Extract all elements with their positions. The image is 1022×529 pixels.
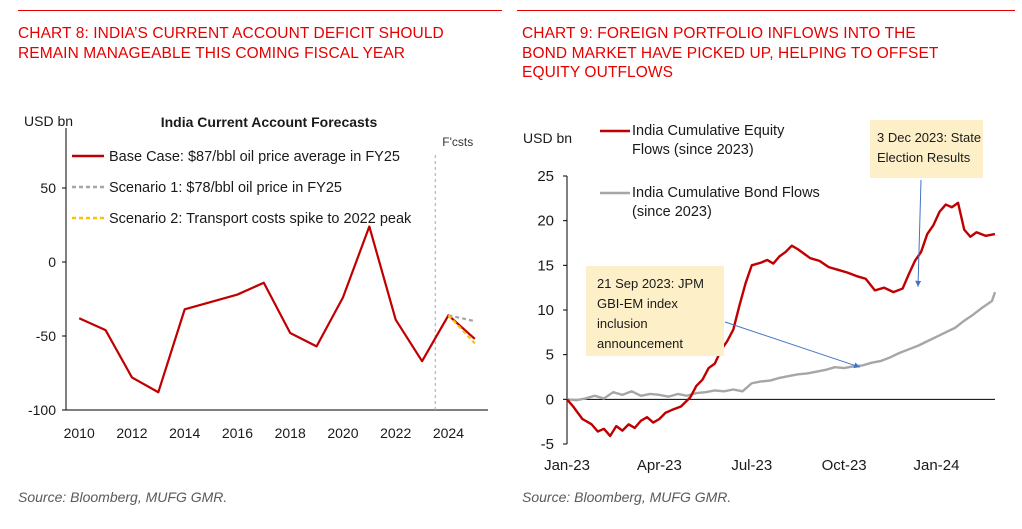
chart-panel-left: CHART 8: INDIA’S CURRENT ACCOUNT DEFICIT…	[0, 0, 505, 529]
right-annotations: 3 Dec 2023: State Election Results 21 Sep …	[586, 120, 983, 369]
series-line-1	[448, 314, 476, 323]
y-tick-label: 5	[546, 347, 554, 364]
legend-entry: Scenario 1: $78/bbl oil price in FY25	[109, 180, 342, 196]
annotation-arrow	[724, 321, 861, 369]
annotation-box	[870, 120, 983, 178]
current-account-chart: USD bn India Current Account Forecasts 50 0…	[24, 113, 488, 441]
x-tick-label: 2018	[275, 425, 306, 441]
y-tick-label: 25	[537, 168, 554, 185]
annotation-text: 21 Sep 2023: JPM GBI-EM index inclusion ann…	[597, 276, 704, 351]
legend-entry: India Cumulative Bond Flows (since 2023)	[632, 185, 820, 220]
series-line-1	[566, 291, 997, 402]
y-tick-label: -100	[28, 402, 56, 418]
legend-entry: Base Case: $87/bbl oil price average in …	[109, 149, 400, 165]
series-line-0	[78, 225, 476, 394]
x-tick-label: 2014	[169, 425, 200, 441]
x-tick-label: Jan-24	[914, 457, 960, 474]
forecast-label: F'csts	[442, 135, 473, 149]
portfolio-flows-chart: USD bn 25 20 15 10 5 0 -5 Jan-23 Apr-23 Jul-23 Oct-…	[523, 120, 997, 474]
y-tick-label: -5	[541, 436, 554, 453]
y-tick-label: 20	[537, 213, 554, 230]
legend-entry: Scenario 2: Transport costs spike to 202…	[109, 211, 412, 227]
x-tick-label: 2022	[380, 425, 411, 441]
chart-heading-left: CHART 8: INDIA’S CURRENT ACCOUNT DEFICIT…	[18, 25, 444, 62]
x-tick-label: Oct-23	[822, 457, 867, 474]
x-tick-label: 2024	[433, 425, 464, 441]
y-tick-label: 0	[546, 391, 554, 408]
left-axes: USD bn India Current Account Forecasts 50 0…	[24, 113, 488, 441]
x-tick-label: Jan-23	[544, 457, 590, 474]
right-axes: USD bn 25 20 15 10 5 0 -5 Jan-23 Apr-23 Jul-23 Oct-…	[523, 130, 995, 474]
left-series-group	[78, 225, 476, 394]
x-tick-label: 2016	[222, 425, 253, 441]
x-tick-label: 2020	[327, 425, 358, 441]
legend-entry: India Cumulative Equity Flows (since 2023…	[632, 123, 785, 158]
y-tick-label: -50	[36, 328, 56, 344]
chart-inner-title: India Current Account Forecasts	[161, 114, 378, 130]
y-tick-label: 0	[48, 254, 56, 270]
panel-top-rule	[18, 10, 502, 11]
annotation-text: 3 Dec 2023: State Election Results	[877, 130, 981, 165]
series-line-0	[566, 201, 996, 438]
right-series-group	[566, 201, 997, 438]
chart-heading-right: CHART 9: FOREIGN PORTFOLIO INFLOWS INTO …	[522, 25, 939, 81]
x-tick-label: 2012	[116, 425, 147, 441]
y-tick-label: 10	[537, 302, 554, 319]
source-note-right: Source: Bloomberg, MUFG GMR.	[522, 489, 732, 505]
annotation-box	[586, 266, 724, 356]
panel-top-rule	[517, 10, 1015, 11]
y-tick-label: 50	[40, 180, 56, 196]
y-axis-label: USD bn	[523, 130, 572, 146]
annotation-arrow	[915, 179, 922, 287]
x-tick-label: Apr-23	[637, 457, 682, 474]
right-legend: India Cumulative Equity Flows (since 2023…	[600, 123, 820, 220]
left-legend: Base Case: $87/bbl oil price average in …	[72, 149, 412, 227]
y-tick-label: 15	[537, 257, 554, 274]
x-tick-label: Jul-23	[731, 457, 772, 474]
x-tick-label: 2010	[64, 425, 95, 441]
y-axis-label: USD bn	[24, 113, 73, 129]
chart-panel-right: CHART 9: FOREIGN PORTFOLIO INFLOWS INTO …	[505, 0, 1022, 529]
source-note-left: Source: Bloomberg, MUFG GMR.	[18, 489, 228, 505]
